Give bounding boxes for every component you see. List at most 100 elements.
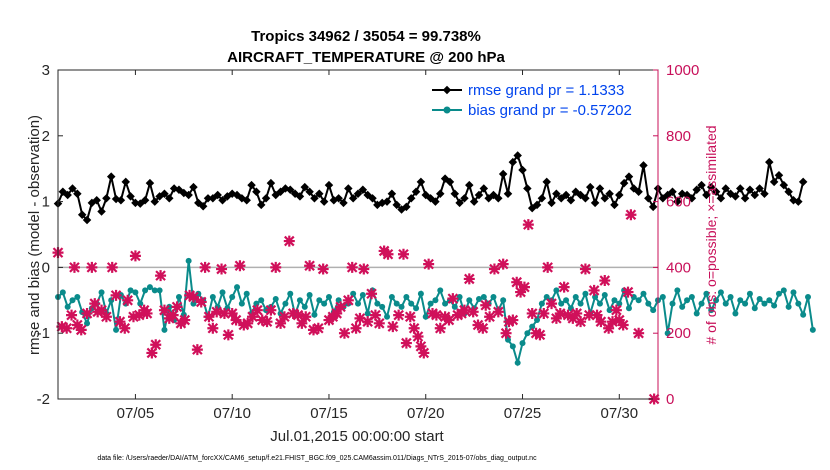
- bias-point-16: [132, 289, 139, 296]
- obs-assimilated-point-41: [218, 307, 230, 319]
- legend-rmse-marker: [442, 85, 452, 95]
- bias-point-69: [388, 294, 395, 301]
- obs-assimilated-point-108: [497, 258, 509, 270]
- obs-assimilated-point-23: [146, 347, 158, 359]
- rmse-point-74: [411, 187, 421, 196]
- bias-point-2: [64, 303, 71, 310]
- obs-assimilated-point-89: [418, 347, 430, 359]
- bias-point-73: [408, 300, 415, 307]
- obs-assimilated-point-61: [304, 260, 316, 272]
- rmse-point-8: [92, 196, 101, 205]
- obs-assimilated-point-139: [617, 319, 629, 331]
- bias-point-80: [442, 300, 449, 307]
- obs-assimilated-point-32: [184, 289, 196, 301]
- bias-point-115: [611, 297, 618, 304]
- rmse-point-85: [465, 180, 474, 190]
- bias-point-6: [84, 320, 91, 327]
- bias-point-141: [737, 297, 744, 304]
- obs-assimilated-point-141: [625, 209, 637, 221]
- bias-point-146: [761, 300, 768, 307]
- rmse-point-68: [382, 197, 392, 206]
- bias-point-77: [427, 300, 434, 307]
- obs-assimilated-point-115: [522, 219, 534, 231]
- rmse-point-43: [261, 194, 271, 203]
- obs-assimilated-point-11: [96, 304, 108, 316]
- bias-point-9: [98, 289, 105, 296]
- obs-assimilated-point-116: [526, 307, 538, 319]
- obs-assimilated-point-90: [423, 258, 435, 270]
- rmse-point-91: [494, 194, 503, 203]
- obs-assimilated-point-72: [350, 322, 362, 334]
- obs-assimilated-point-95: [443, 314, 455, 326]
- rmse-point-5: [77, 210, 87, 220]
- obs-assimilated-point-3: [66, 309, 78, 321]
- rmse-point-54: [315, 189, 324, 198]
- obs-assimilated-point-104: [480, 299, 492, 311]
- obs-assimilated-point-96: [447, 293, 459, 305]
- rmse-point-42: [256, 200, 266, 210]
- bias-point-87: [475, 295, 482, 302]
- bias-point-101: [543, 294, 550, 301]
- obs-assimilated-point-46: [238, 319, 250, 331]
- bias-point-68: [384, 313, 391, 320]
- bias-point-130: [684, 297, 691, 304]
- obs-assimilated-point-83: [397, 248, 409, 260]
- y2-tick-label-4: 800: [666, 128, 691, 145]
- bias-point-28: [190, 300, 197, 307]
- bias-point-45: [272, 295, 279, 302]
- y2-tick-label-5: 1000: [666, 62, 699, 79]
- obs-assimilated-point-9: [89, 298, 101, 310]
- obs-assimilated-point-17: [122, 294, 134, 306]
- rmse-point-69: [387, 189, 397, 198]
- bias-point-122: [645, 300, 652, 307]
- bias-point-150: [780, 287, 787, 294]
- obs-assimilated-point-86: [408, 322, 420, 334]
- bias-point-113: [601, 292, 608, 299]
- bias-point-127: [669, 300, 676, 307]
- obs-assimilated-point-131: [588, 284, 600, 296]
- x-tick-label-5: 07/30: [601, 405, 639, 422]
- obs-assimilated-point-85: [404, 311, 416, 323]
- obs-assimilated-point-59: [296, 317, 308, 329]
- obs-assimilated-point-15: [114, 316, 126, 328]
- x-axis-label: Jul.01,2015 00:00:00 start: [270, 428, 444, 445]
- obs-assimilated-point-14: [110, 289, 122, 301]
- obs-assimilated-point-110: [503, 316, 515, 328]
- rmse-point-18: [140, 196, 150, 205]
- legend-bias-marker: [443, 106, 451, 114]
- obs-assimilated-point-56: [283, 235, 295, 247]
- bias-point-92: [500, 297, 507, 304]
- y-tick-label-4: 2: [42, 128, 50, 145]
- obs-assimilated-point-67: [331, 307, 343, 319]
- bias-point-75: [417, 290, 424, 297]
- bias-point-143: [746, 290, 753, 297]
- obs-assimilated-point-40: [216, 263, 228, 275]
- bias-point-15: [127, 287, 134, 294]
- obs-assimilated-point-123: [554, 307, 566, 319]
- rmse-point-33: [213, 190, 222, 200]
- rmse-point-23: [165, 194, 174, 203]
- rmse-point-39: [242, 196, 251, 205]
- rmse-point-13: [116, 196, 126, 205]
- obs-assimilated-point-22: [141, 307, 153, 319]
- rmse-point-142: [740, 194, 750, 203]
- rmse-point-56: [324, 180, 334, 190]
- bias-point-37: [234, 284, 241, 291]
- bias-point-12: [113, 326, 120, 333]
- bias-point-98: [529, 323, 536, 330]
- rmse-point-65: [368, 194, 377, 203]
- obs-assimilated-point-75: [362, 316, 374, 328]
- obs-assimilated-point-88: [415, 340, 427, 352]
- y2-tick-label-3: 600: [666, 194, 691, 211]
- obs-assimilated-point-43: [226, 307, 238, 319]
- y-tick-label-0: -2: [37, 391, 50, 408]
- obs-assimilated-point-109: [500, 327, 512, 339]
- bias-point-79: [437, 287, 444, 294]
- bias-point-34: [219, 289, 226, 296]
- bias-point-71: [398, 303, 405, 310]
- y-tick-label-5: 3: [42, 62, 50, 79]
- rmse-point-72: [402, 202, 411, 212]
- obs-assimilated-point-128: [575, 316, 587, 328]
- obs-assimilated-point-78: [373, 317, 385, 329]
